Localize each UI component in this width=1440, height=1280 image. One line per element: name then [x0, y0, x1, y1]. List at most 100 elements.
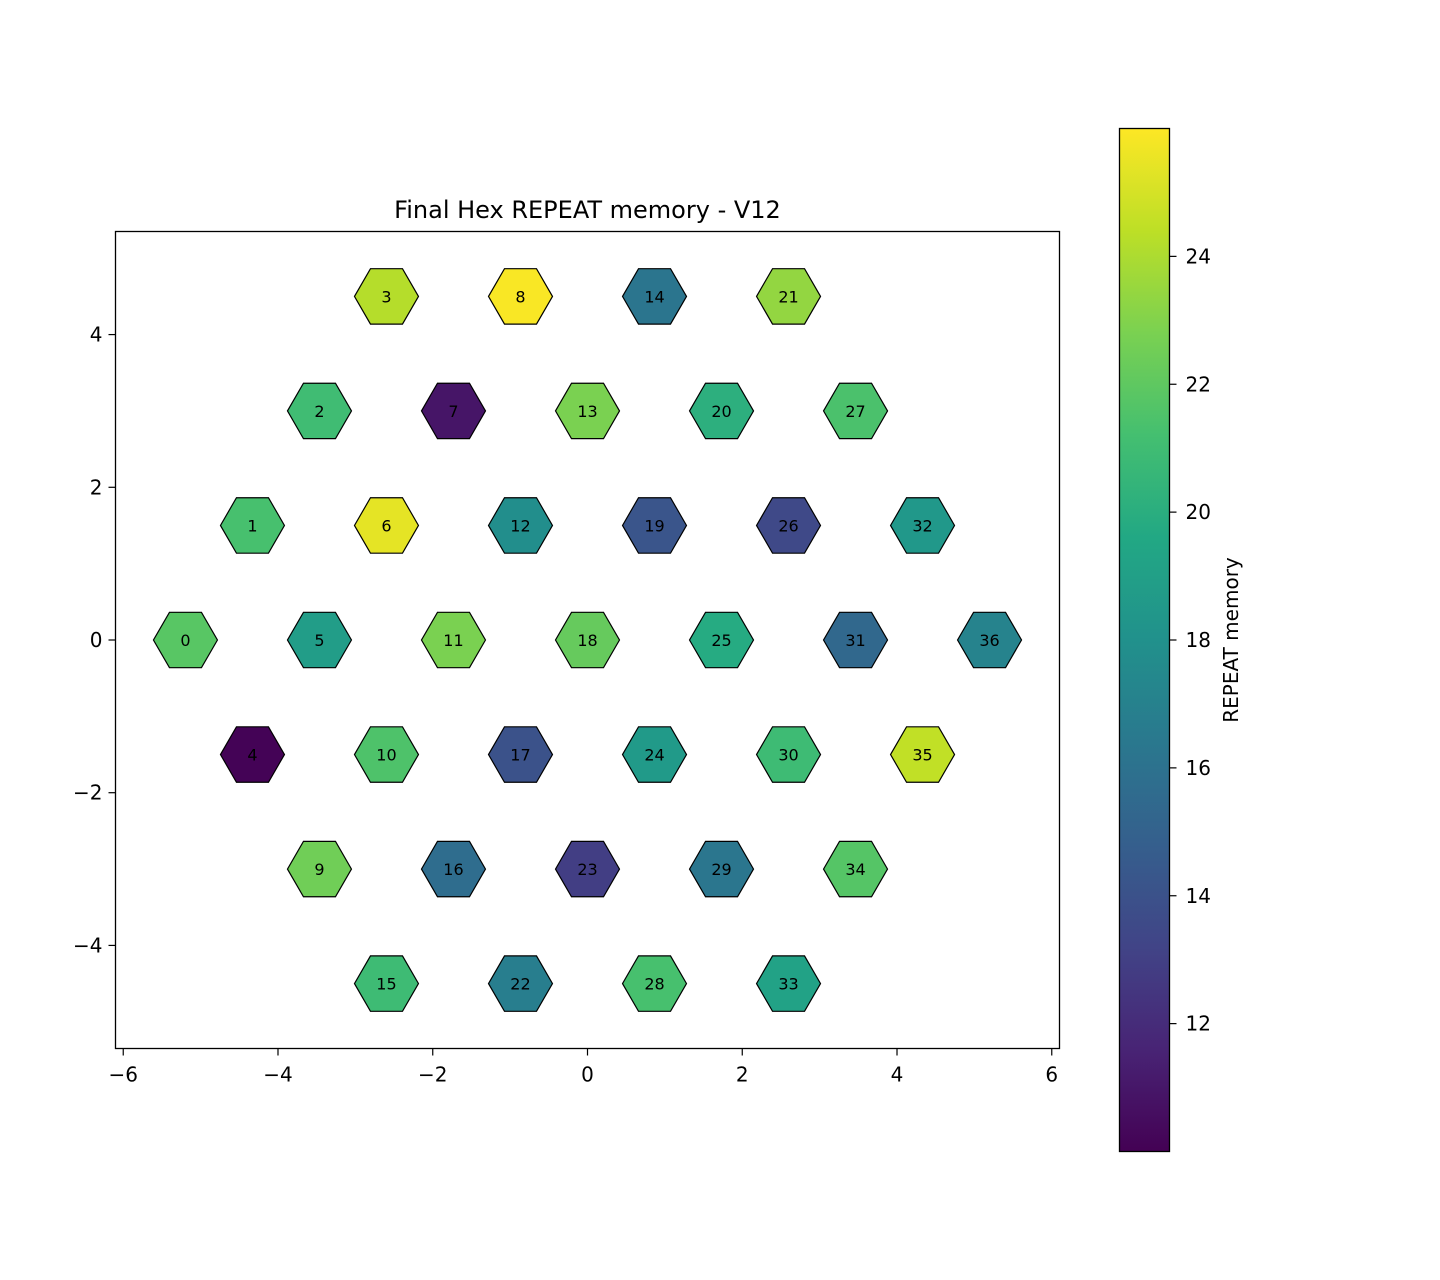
- hex-cell-shape: [420, 382, 487, 440]
- hex-cell-shape: [889, 726, 956, 783]
- hex-cell-label: 6: [381, 516, 391, 535]
- hex-cell-label: 7: [448, 402, 458, 421]
- colorbar-tick-label: 20: [1186, 500, 1211, 524]
- hex-cell-shape: [621, 268, 688, 325]
- hex-cell-shape: [554, 611, 621, 669]
- hex-cell: 14: [621, 268, 688, 325]
- hex-cell-label: 2: [314, 402, 324, 421]
- hex-cell-label: 3: [381, 287, 391, 306]
- hex-cell-label: 34: [845, 860, 865, 879]
- hex-cell-shape: [621, 955, 688, 1012]
- x-tick-label: 0: [581, 1063, 594, 1087]
- hex-cell-shape: [755, 497, 822, 554]
- hex-cell-shape: [286, 840, 353, 898]
- hex-cell: 10: [353, 726, 420, 783]
- y-tick-label: 0: [90, 628, 103, 652]
- hex-cell-label: 36: [979, 631, 999, 650]
- hex-cell-shape: [755, 955, 822, 1012]
- hex-cell-label: 5: [314, 631, 324, 650]
- hex-cell-shape: [487, 955, 554, 1012]
- hex-cell-shape: [353, 497, 420, 554]
- hex-cell: 25: [688, 611, 755, 669]
- hex-cell-label: 11: [443, 631, 463, 650]
- y-tick-label: −2: [73, 781, 102, 805]
- hex-cell: 21: [755, 268, 822, 325]
- hex-cell: 1: [219, 497, 286, 554]
- hex-cell: 26: [755, 497, 822, 554]
- hex-cell-shape: [822, 382, 889, 440]
- hex-cell-shape: [286, 382, 353, 440]
- hex-cell-label: 12: [510, 516, 530, 535]
- hex-cell-label: 10: [376, 746, 396, 765]
- colorbar-tick-label: 14: [1186, 884, 1211, 908]
- hex-cell: 33: [755, 955, 822, 1012]
- hex-cell-shape: [286, 611, 353, 669]
- hex-cell-label: 14: [644, 287, 664, 306]
- x-tick-label: 4: [891, 1063, 904, 1087]
- hex-cell-label: 32: [912, 516, 932, 535]
- hex-cell: 34: [822, 840, 889, 898]
- hex-cell-label: 13: [577, 402, 597, 421]
- hex-cell-label: 22: [510, 975, 530, 994]
- colorbar-tick-label: 22: [1186, 372, 1211, 396]
- hex-cell-label: 27: [845, 402, 865, 421]
- hex-cell-shape: [822, 840, 889, 898]
- hex-cell-shape: [755, 268, 822, 325]
- hex-cell-label: 19: [644, 516, 664, 535]
- hex-cell: 36: [956, 611, 1023, 669]
- hex-cell-shape: [487, 268, 554, 325]
- x-tick-label: −4: [263, 1063, 292, 1087]
- hex-cell: 9: [286, 840, 353, 898]
- hex-cell: 35: [889, 726, 956, 783]
- hex-cell: 29: [688, 840, 755, 898]
- hex-cell-shape: [688, 611, 755, 669]
- hex-cell: 27: [822, 382, 889, 440]
- hex-cell-shape: [956, 611, 1023, 669]
- hex-cell: 16: [420, 840, 487, 898]
- hex-cell: 19: [621, 497, 688, 554]
- hex-cell: 24: [621, 726, 688, 783]
- hex-cell-label: 31: [845, 631, 865, 650]
- colorbar-tick-label: 12: [1186, 1012, 1211, 1036]
- chart-title: Final Hex REPEAT memory - V12: [394, 196, 781, 224]
- hex-cell-label: 23: [577, 860, 597, 879]
- hex-cell: 5: [286, 611, 353, 669]
- hex-cell-label: 8: [515, 287, 525, 306]
- hex-cell-label: 21: [778, 287, 798, 306]
- x-axis: −6 −4 −2 0 2 4 6: [108, 1048, 1058, 1087]
- hex-cell-label: 16: [443, 860, 463, 879]
- hex-cell: 30: [755, 726, 822, 783]
- hex-cell: 7: [420, 382, 487, 440]
- colorbar-tick-label: 18: [1186, 628, 1211, 652]
- hex-cell-shape: [487, 726, 554, 783]
- hex-cell-shape: [822, 611, 889, 669]
- y-tick-label: 2: [90, 475, 103, 499]
- hex-cell-label: 4: [247, 746, 257, 765]
- hex-cell: 28: [621, 955, 688, 1012]
- hex-cell-label: 17: [510, 746, 530, 765]
- hex-cell: 23: [554, 840, 621, 898]
- hex-cell: 11: [420, 611, 487, 669]
- hex-cell-shape: [420, 611, 487, 669]
- hex-cell-label: 35: [912, 746, 932, 765]
- hex-cell-label: 24: [644, 746, 664, 765]
- hex-cell-label: 30: [778, 746, 798, 765]
- hex-cell: 31: [822, 611, 889, 669]
- hex-cell: 17: [487, 726, 554, 783]
- hex-cell-shape: [621, 726, 688, 783]
- hex-cell: 8: [487, 268, 554, 325]
- hex-cell-shape: [688, 840, 755, 898]
- hex-cell-label: 20: [711, 402, 731, 421]
- hex-cell: 0: [152, 611, 219, 669]
- hex-cell-shape: [554, 840, 621, 898]
- hex-cell-shape: [688, 382, 755, 440]
- hex-cell-layer: 0123456789101112131415161718192021222324…: [152, 268, 1023, 1012]
- hex-cell-shape: [487, 497, 554, 554]
- hex-cell-shape: [353, 726, 420, 783]
- hex-cell: 13: [554, 382, 621, 440]
- colorbar: 12 14 16 18 20 22 24 REPEAT memory: [1118, 127, 1243, 1153]
- hex-cell-label: 18: [577, 631, 597, 650]
- hex-cell-label: 28: [644, 975, 664, 994]
- y-tick-label: −4: [73, 933, 102, 957]
